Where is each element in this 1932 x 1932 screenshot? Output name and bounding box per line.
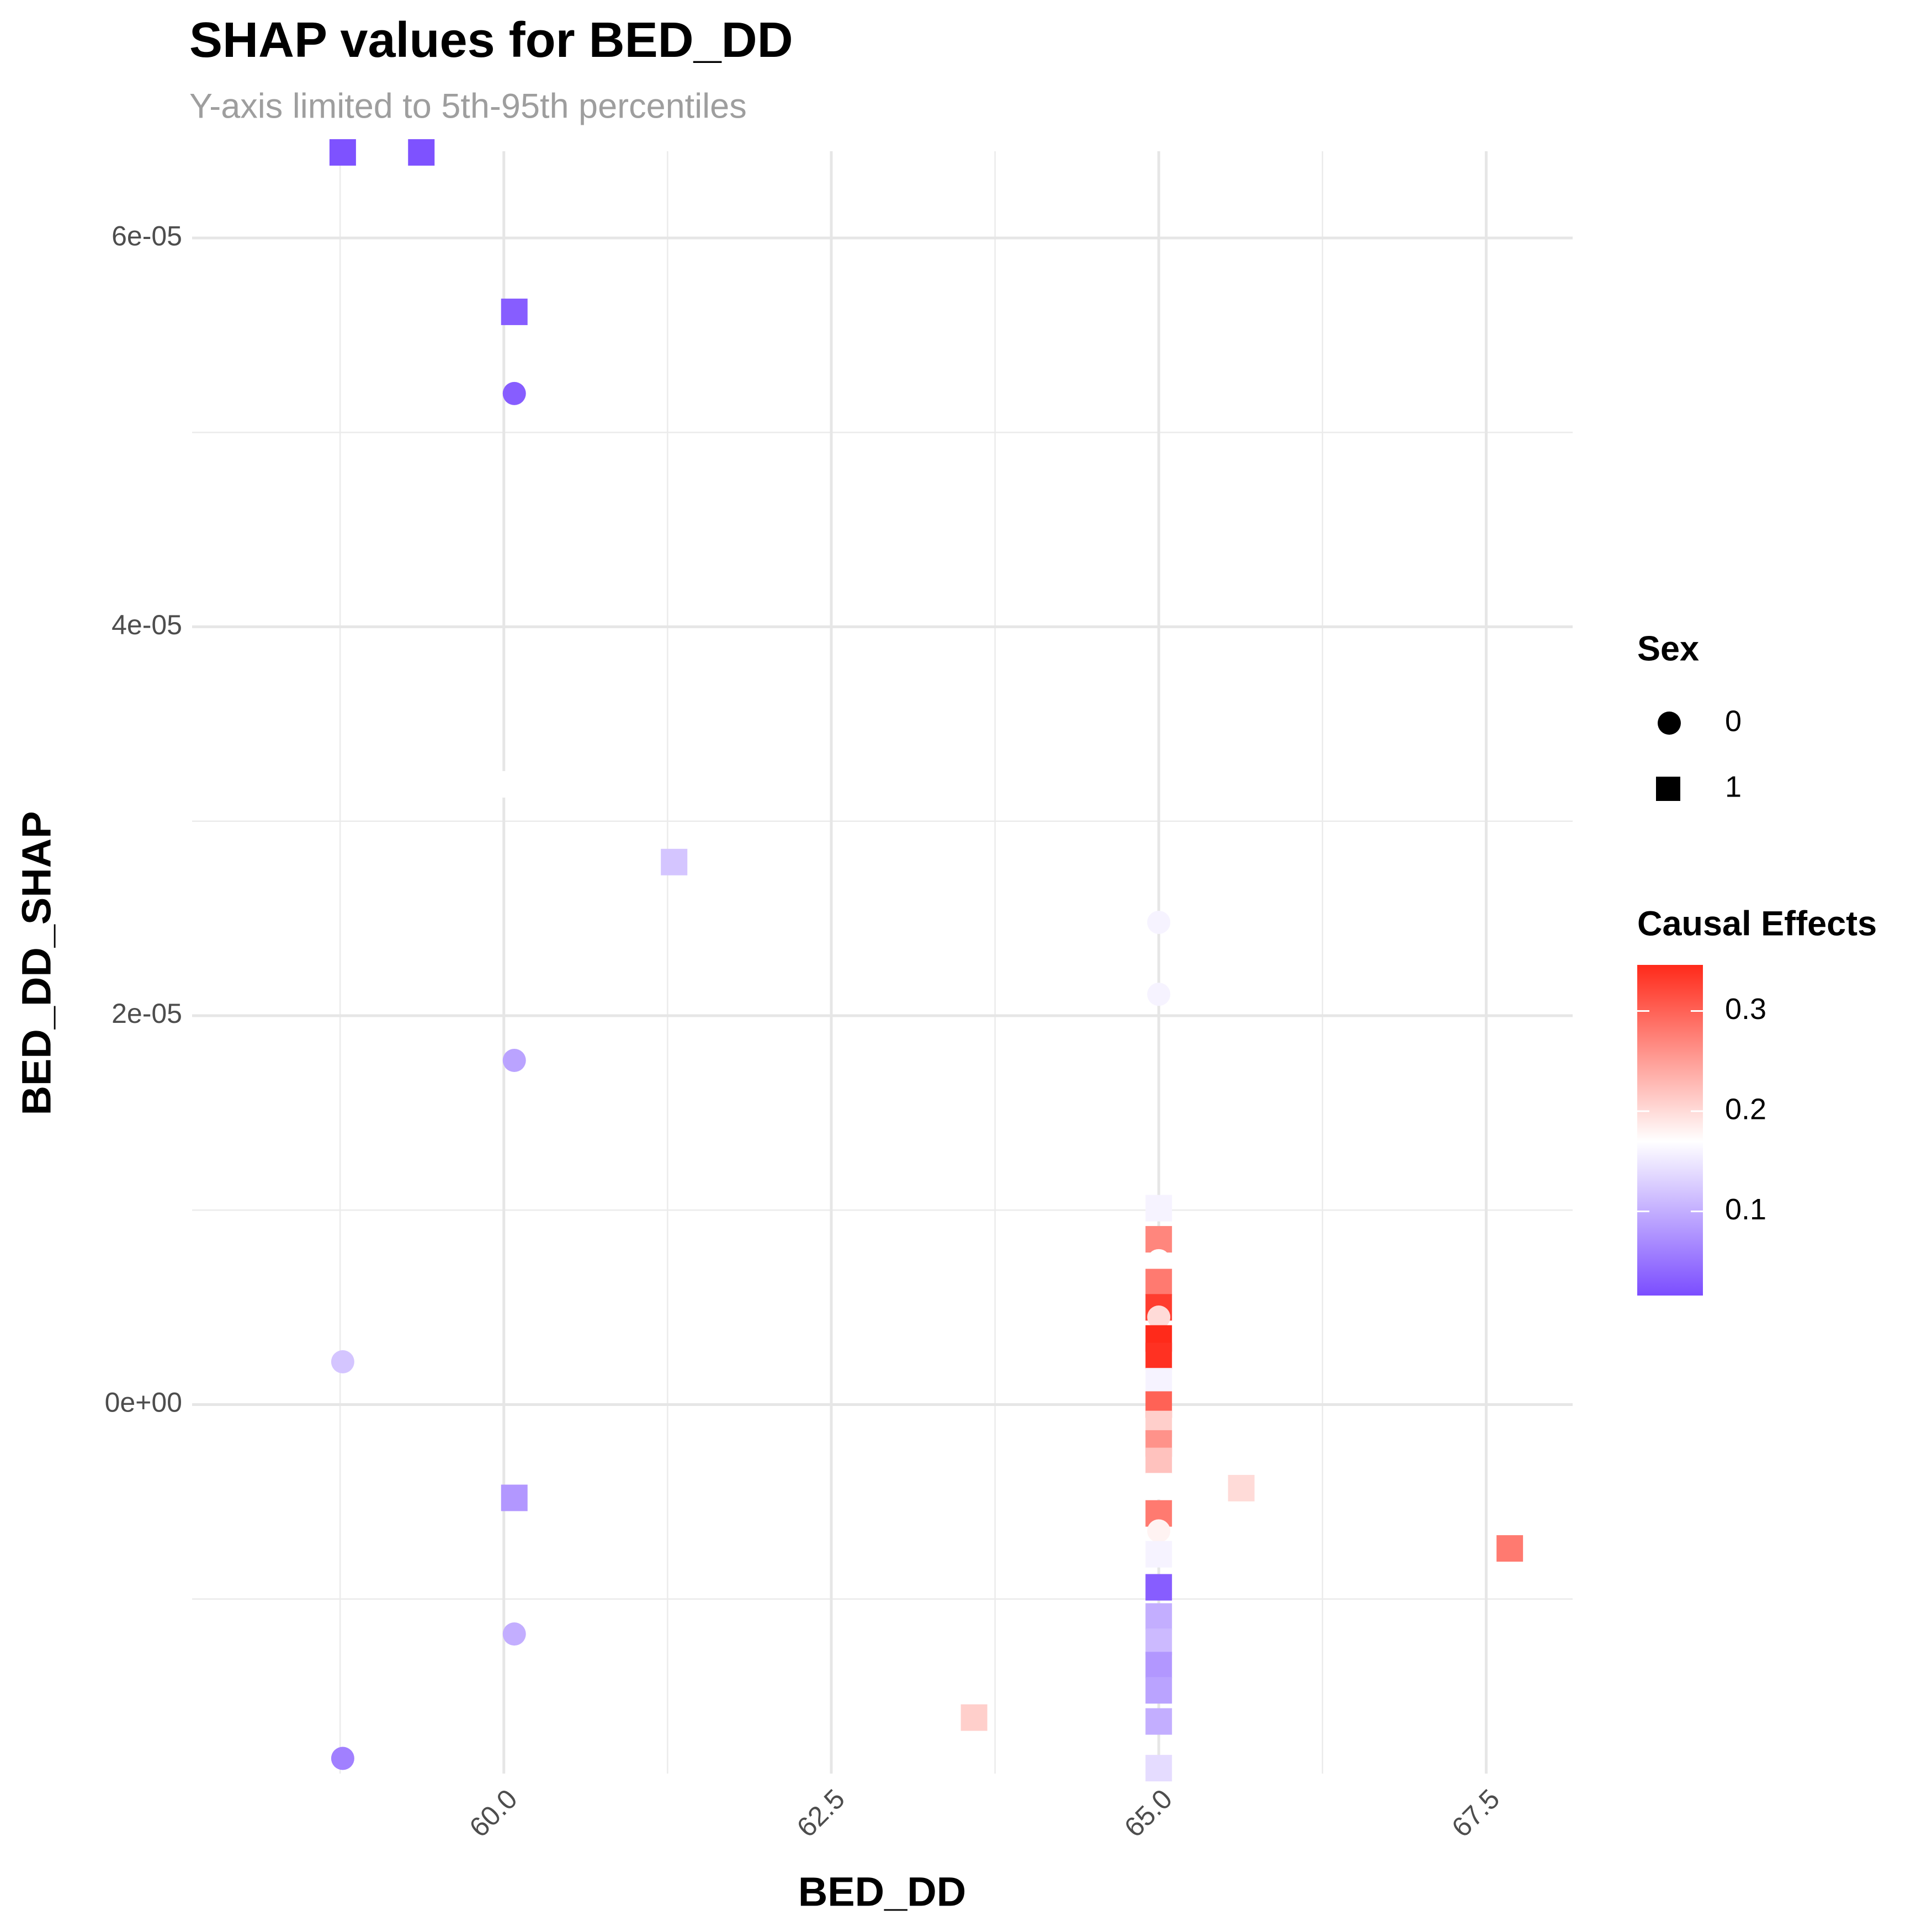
colorbar-label: 0.1 [1725,1193,1766,1226]
point-square [661,848,688,875]
point-square [1145,1677,1172,1704]
x-tick-label: 67.5 [1446,1784,1505,1843]
point-square [408,139,435,166]
point-square [1145,1226,1172,1253]
point-circle [1147,983,1171,1006]
point-circle [331,1350,354,1373]
point-square [1145,1268,1172,1296]
point-circle [502,1622,526,1646]
point-square [1228,1474,1255,1501]
y-tick-label: 0e+00 [105,1387,182,1418]
colorbar-title: Causal Effects [1637,905,1877,943]
point-square [1145,1368,1172,1395]
point-square [1145,1628,1172,1655]
colorbar-label: 0.3 [1725,992,1766,1026]
point-circle [1147,910,1171,934]
y-tick-label: 6e-05 [112,220,182,251]
point-circle [502,1049,526,1073]
y-axis-title: BED_DD_SHAP [14,811,60,1115]
point-square [960,1704,988,1731]
point-square [1145,1342,1172,1370]
point-square [1145,1708,1172,1735]
legend-label: 1 [1725,770,1742,803]
point-square [1145,1473,1172,1500]
y-tick-label: 4e-05 [112,609,182,640]
point-square [501,298,528,325]
shape-legend-title: Sex [1637,630,1699,668]
legend-label: 0 [1725,704,1742,737]
point-square [1145,1574,1172,1601]
colorbar-label: 0.2 [1725,1092,1766,1126]
point-square [329,139,356,166]
point-circle [331,1747,354,1770]
point-square [1145,1447,1172,1474]
point-square [501,1484,528,1511]
point-square [1145,1541,1172,1568]
point-square [1145,1755,1172,1782]
point-square [501,771,528,798]
point-circle [1147,1305,1171,1329]
point-circle [502,381,526,405]
chart-title: SHAP values for BED_DD [189,13,793,68]
colorbar [1637,965,1703,1296]
point-square [1145,1195,1172,1222]
point-square [1496,1535,1524,1562]
y-tick-label: 2e-05 [112,998,182,1029]
legend-symbol [1656,777,1680,801]
point-square [1145,1652,1172,1679]
point-circle [1147,1249,1171,1272]
point-circle [1147,1519,1171,1543]
x-tick-label: 65.0 [1118,1784,1178,1843]
chart-subtitle: Y-axis limited to 5th-95th percentiles [189,87,747,126]
x-tick-label: 62.5 [791,1784,851,1843]
legend-symbol [1658,712,1681,735]
x-axis-title: BED_DD [798,1869,966,1915]
point-square [1145,1603,1172,1630]
x-tick-label: 60.0 [463,1784,523,1843]
